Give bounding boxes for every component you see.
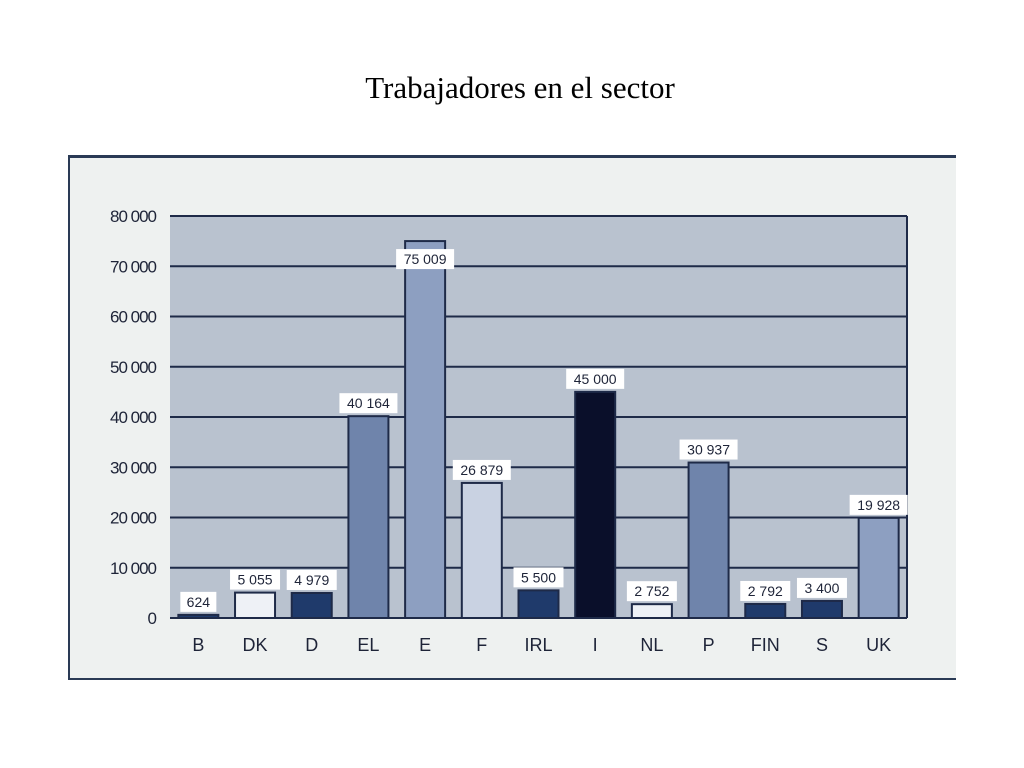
data-label-box [180,591,217,612]
bar-fin [744,602,787,620]
y-tick-label: 50 000 [110,358,157,377]
data-label: 624 [187,594,211,610]
data-label-box [796,577,847,598]
data-label: 26 879 [460,462,503,478]
data-label-box [626,581,677,602]
data-label: 19 928 [857,497,900,513]
x-category-label: DK [243,635,268,655]
bar-f [460,481,503,619]
bar-i [574,390,617,619]
y-tick-label: 80 000 [110,207,157,226]
y-tick-label: 10 000 [110,559,157,578]
y-tick-label: 0 [148,609,157,628]
data-label: 4 979 [294,572,329,588]
x-category-label: NL [640,635,663,655]
bar-irl [517,589,560,619]
data-label-box [679,439,738,460]
y-tick-label: 20 000 [110,509,157,528]
data-label: 3 400 [804,580,839,596]
bar-b [177,613,220,620]
x-category-label: P [703,635,715,655]
x-category-label: S [816,635,828,655]
x-category-label: E [419,635,431,655]
data-label: 5 500 [521,569,556,585]
data-label: 2 752 [634,583,669,599]
bar-chart: 0 10 000 20 000 30 000 40 000 50 000 60 000 70 … [110,207,908,655]
y-tick-label: 30 000 [110,458,157,477]
bar-dk [234,591,277,620]
bar-el [347,415,390,619]
data-label-box [396,249,455,270]
x-category-label: D [305,635,318,655]
bar-uk [857,516,900,619]
bar-d [290,591,333,620]
x-category-label: EL [357,635,379,655]
y-tick-label: 60 000 [110,308,157,327]
bar-e [404,240,447,619]
bar-p [687,461,730,619]
data-label: 5 055 [238,572,273,588]
y-tick-label: 70 000 [110,257,157,276]
data-label-box [286,569,337,590]
x-category-label: F [476,635,487,655]
data-label: 75 009 [404,251,447,267]
chart-frame: 0 10 000 20 000 30 000 40 000 50 000 60 000 70 … [68,155,956,680]
data-label-box [230,569,281,590]
y-tick-label: 40 000 [110,408,157,427]
bar-s [800,599,843,620]
data-label-box [513,567,564,588]
data-label: 2 792 [748,583,783,599]
data-label: 45 000 [574,371,617,387]
x-category-label: I [593,635,598,655]
slide-title: Trabajadores en el sector [365,70,675,105]
x-category-label: B [192,635,204,655]
bar-nl [630,603,673,620]
data-label-box [339,393,398,414]
x-category-label: UK [866,635,891,655]
data-label-box [452,459,511,480]
x-category-label: FIN [751,635,780,655]
data-label-box [740,580,791,601]
x-category-label: IRL [524,635,552,655]
data-label-box [566,368,625,389]
data-label: 30 937 [687,442,730,458]
data-label-box [849,494,908,515]
data-label: 40 164 [347,395,390,411]
